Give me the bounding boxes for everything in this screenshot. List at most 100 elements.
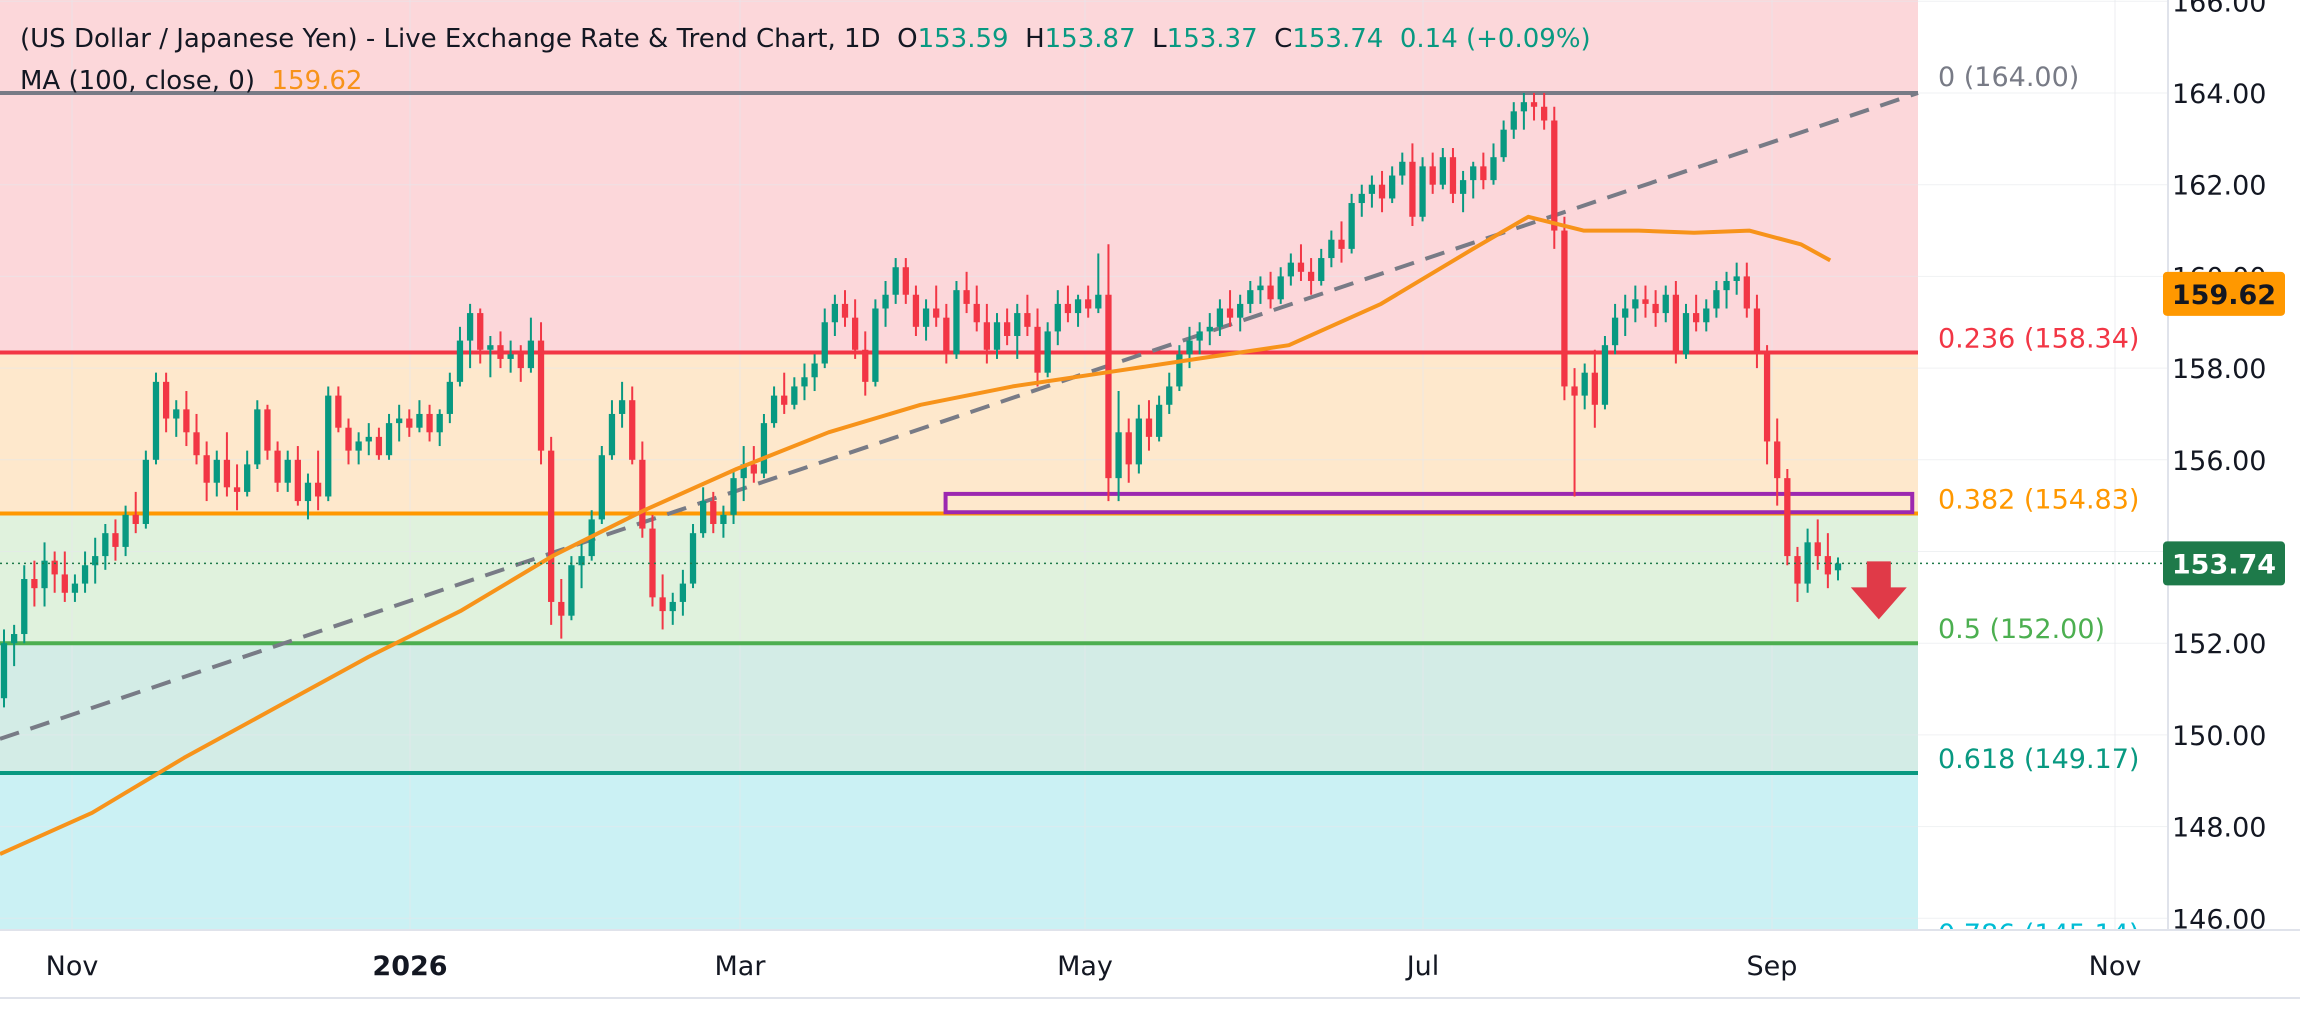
candle-body [31,579,38,589]
candle-body [294,459,301,502]
low-label: L [1152,24,1167,54]
candle-body [1642,299,1649,304]
candle-body [659,597,666,612]
candle-body [142,459,149,524]
candle-body [507,354,514,359]
candle-body [933,308,940,318]
ma-price-tag [2163,271,2285,316]
candle-body [1307,271,1315,281]
candle-body [548,450,555,602]
fib-levels: 0 (164.00) 0.236 (158.34) 0.382 (154.83) 0.… [0,62,2139,950]
candle-body [1632,299,1639,309]
candle-body [598,455,605,520]
candle-body [284,459,291,483]
candle-body [477,313,484,350]
candle-body [1186,340,1193,355]
candle-body [122,514,129,547]
candle-body [922,308,930,327]
candle-body [456,340,464,382]
trend-line [0,91,1919,741]
candle-body [679,583,687,602]
candle-body [1399,161,1406,176]
candle-body [1348,203,1355,249]
candle-body [71,583,79,593]
candle-body [1703,308,1710,323]
high-value: 153.87 [1044,24,1136,54]
candle-body [426,413,433,433]
candle-body [1814,542,1821,557]
candle-body [41,560,48,589]
candle-body [1378,184,1386,199]
time-tick-label: Mar [715,951,767,982]
candle-body [1074,299,1082,314]
candle-body [1672,294,1680,355]
candle-body [1662,294,1669,314]
candle-body [1247,290,1254,304]
candle-body [1459,180,1467,194]
open-label: O [897,24,918,54]
ma-value: 159.62 [271,66,363,96]
candle-body [669,601,676,612]
candle-body [781,395,788,405]
candle-body [1196,331,1203,341]
candle-body [497,345,504,359]
candle-body [1774,441,1781,479]
candle-body [1105,294,1112,479]
fib-label-0.786: 0.786 (145.14) [1938,919,2139,950]
candle-body [264,409,271,451]
candle-body [1541,106,1548,121]
candle-body [1500,129,1507,158]
last-price-tag [2163,541,2285,586]
candle-body [112,533,119,547]
candle-body [1530,102,1538,107]
candle-body [416,413,423,428]
support-box [943,491,1915,515]
candle-body [801,377,808,387]
candle-body [1652,303,1659,314]
chart-legend: (US Dollar / Japanese Yen) - Live Exchan… [20,18,1591,102]
close-label: C [1274,24,1293,54]
candle-body [639,459,646,529]
candle-body [1449,157,1457,194]
candle-body [578,556,585,566]
fib-label-0: 0 (164.00) [1938,62,2079,93]
candle-body [760,423,768,474]
candle-body [1409,161,1416,217]
candle-body [183,409,190,433]
candles [0,93,1842,856]
candle-body [102,533,109,557]
candle-body [1226,308,1234,318]
candle-body [1237,303,1244,318]
candle-body [162,381,170,419]
candle-body [831,303,839,323]
candle-body [791,386,798,405]
candle-body [862,349,869,382]
candle-body [81,565,89,584]
fib-label-0.236: 0.236 (158.34) [1938,324,2139,355]
candle-body [943,317,950,355]
candle-body [720,514,727,524]
fib-zone-0.382 [0,513,1918,644]
price-axis: 146.00148.00150.00152.00154.00156.00158.… [2163,0,2285,935]
candle-body [487,345,494,350]
candle-body [841,303,849,318]
low-value: 153.37 [1166,24,1258,54]
candle-body [1267,285,1274,300]
price-tick-label: 148.00 [2172,813,2266,844]
candle-body [335,395,342,428]
candle-body [1601,345,1609,405]
time-tick-label: 2026 [372,951,447,982]
candle-body [274,450,281,483]
fib-label-0.5: 0.5 (152.00) [1938,614,2105,645]
candle-body [1024,313,1031,327]
time-tick-label: Sep [1747,951,1798,982]
candle-body [1419,166,1426,217]
candle-body [629,400,636,460]
candle-body [21,579,28,635]
price-tick-label: 162.00 [2172,171,2266,202]
candle-body [1318,258,1325,281]
candle-body [1429,166,1436,185]
price-tick-label: 164.00 [2172,79,2266,110]
